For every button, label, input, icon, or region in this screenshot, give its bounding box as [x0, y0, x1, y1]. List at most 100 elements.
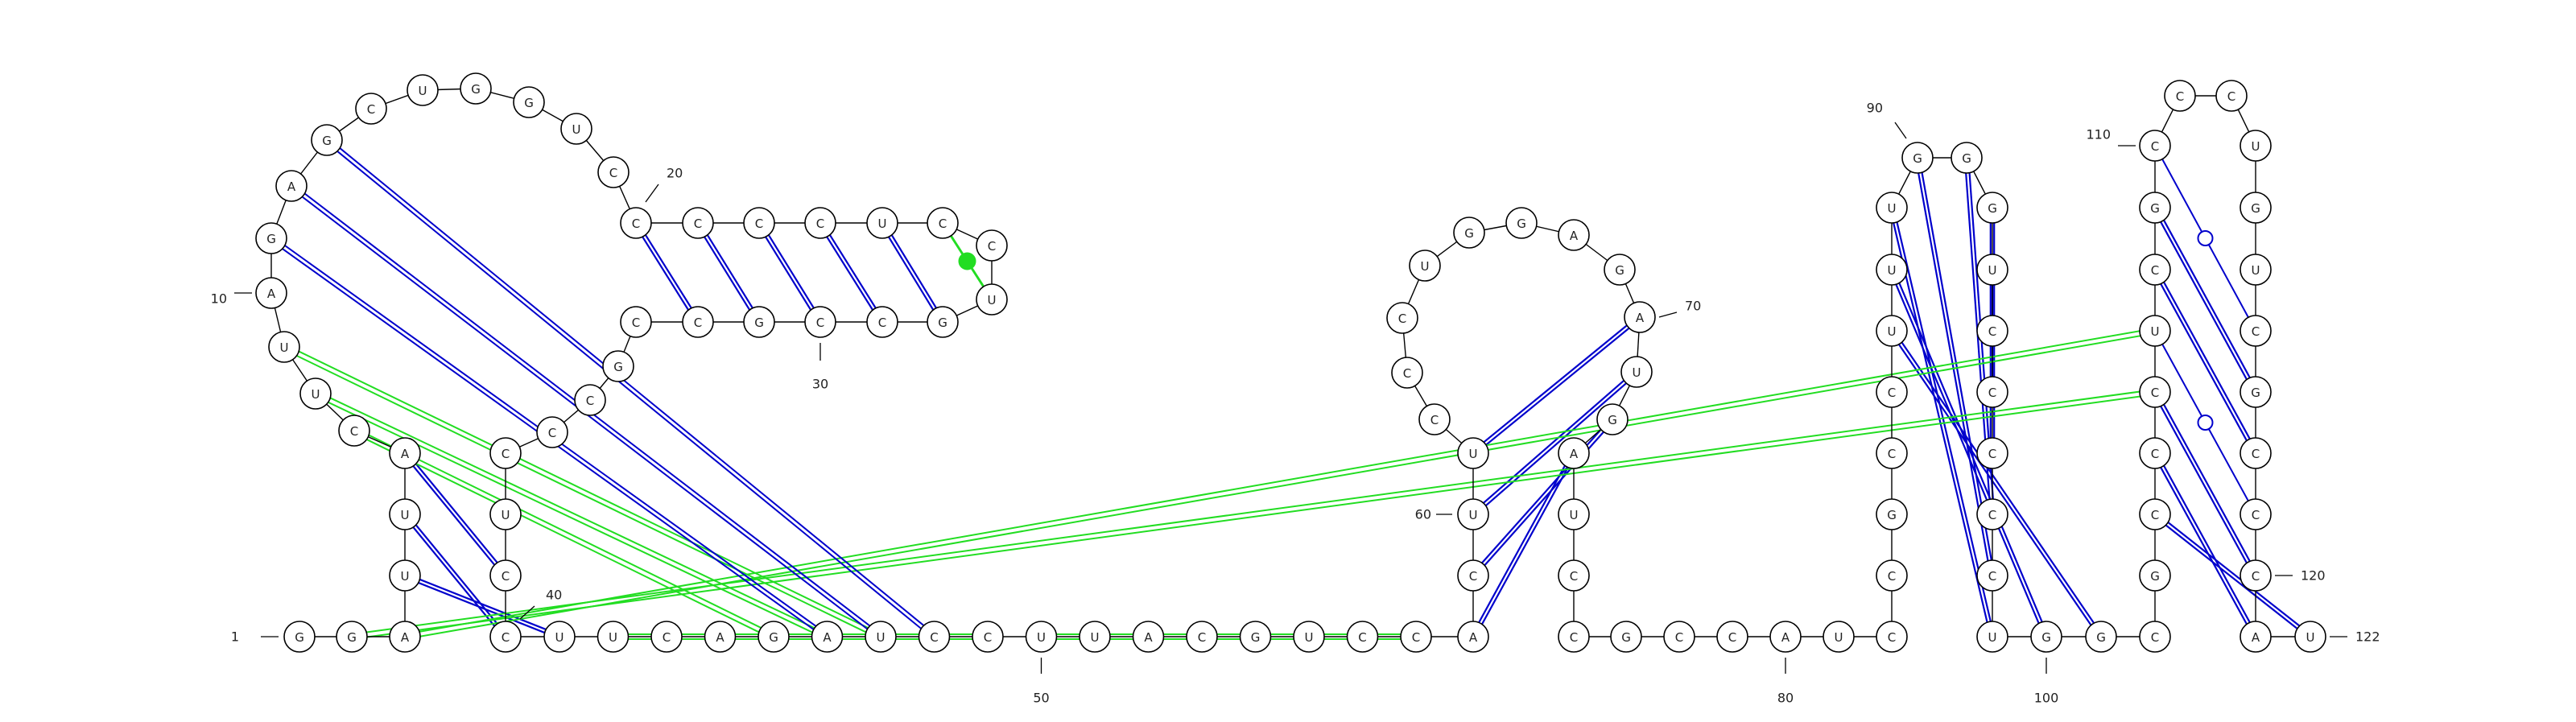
nucleotide-letter: C [984, 630, 992, 645]
nucleotide-letter: G [322, 134, 332, 148]
nucleotide-letter: C [694, 217, 702, 231]
nucleotide-8: U [299, 378, 332, 410]
nucleotide-circle [682, 306, 714, 338]
nucleotide-4: U [389, 559, 421, 592]
nucleotide-letter: C [1888, 630, 1896, 645]
nucleotide-110: C [2139, 130, 2171, 162]
nucleotide-circle [927, 306, 959, 338]
nucleotide-circle [1400, 621, 1432, 653]
nucleotide-circle [2139, 130, 2171, 162]
nucleotide-circle [2085, 621, 2117, 653]
nucleotide-circle [1457, 559, 1489, 592]
base-pair [1892, 329, 2103, 637]
nucleotide-circle [2139, 254, 2171, 286]
nucleotide-101: G [2085, 621, 2117, 653]
position-label-40: 40 [519, 588, 562, 620]
nucleotide-41: U [543, 621, 576, 653]
nucleotide-circle [255, 277, 287, 309]
base-pair [757, 223, 820, 324]
nucleotide-22: C [743, 207, 775, 239]
nucleotide-circle [336, 621, 368, 653]
nucleotide-letter: C [694, 316, 702, 330]
nucleotide-letter: C [1888, 386, 1896, 400]
nucleotide-76: C [1558, 621, 1590, 653]
nucleotide-letter: G [1887, 508, 1897, 522]
nucleotide-letter: A [716, 630, 724, 645]
nucleotide-letter: U [1988, 263, 1997, 278]
nucleotide-circle [2139, 498, 2171, 530]
nucleotide-circle [1876, 376, 1908, 408]
nucleotide-25: C [927, 207, 959, 239]
nucleotide-letter: G [524, 96, 534, 110]
nucleotide-circle [704, 621, 737, 653]
position-number: 50 [1033, 691, 1049, 706]
nucleotide-letter: C [1570, 630, 1578, 645]
nucleotide-111: C [2164, 80, 2196, 112]
base-pair [1473, 419, 1615, 578]
nucleotide-letter: C [2151, 447, 2159, 461]
tertiary-pair [324, 141, 934, 639]
nucleotide-93: U [1976, 254, 2008, 286]
position-number: 1 [231, 629, 239, 645]
nucleotide-70: A [1624, 301, 1656, 333]
pseudoknot-pair [354, 427, 775, 636]
nucleotide-21: C [682, 207, 714, 239]
nucleotide-9: U [268, 331, 300, 363]
nucleotide-circle [560, 113, 592, 145]
nucleotide-letter: U [609, 630, 617, 645]
nucleotide-circle [804, 207, 836, 239]
nucleotide-44: A [704, 621, 737, 653]
nucleotide-56: C [1346, 621, 1379, 653]
nucleotide-letter: U [2306, 630, 2315, 645]
nucleotide-55: U [1293, 621, 1325, 653]
base-pair [698, 221, 762, 322]
nucleotide-circle [650, 621, 683, 653]
nucleotide-35: C [574, 384, 606, 416]
nucleotide-letter: U [1037, 630, 1046, 645]
base-pair [818, 223, 882, 324]
nucleotide-letter: C [1398, 311, 1406, 326]
nucleotide-letter: U [988, 293, 997, 307]
nucleotide-letter: G [471, 82, 481, 97]
nucleotide-121: A [2240, 621, 2272, 653]
nucleotide-45: G [758, 621, 790, 653]
position-number: 70 [1685, 299, 1701, 314]
nucleotide-circle [1025, 621, 1058, 653]
nucleotide-letter: C [1888, 447, 1896, 461]
pseudoknot-pair [353, 431, 774, 640]
nucleotide-letter: G [266, 232, 276, 246]
position-number: 80 [1777, 691, 1794, 706]
nucleotide-34: G [602, 350, 634, 382]
position-label-100: 100 [2034, 658, 2058, 706]
nucleotide-circle [1558, 219, 1590, 251]
nucleotide-circle [1293, 621, 1325, 653]
nucleotide-letter: U [502, 508, 510, 522]
nucleotide-112: C [2215, 80, 2248, 112]
nucleotide-circle [255, 222, 287, 254]
position-label-50: 50 [1033, 658, 1050, 706]
nucleotide-letter: G [1913, 151, 1922, 166]
noncanonical-pair-marker [958, 252, 976, 270]
nucleotide-104: C [2139, 498, 2171, 530]
nucleotide-50: U [1025, 621, 1058, 653]
nucleotide-letter: G [613, 360, 623, 374]
nucleotide-43: C [650, 621, 683, 653]
nucleotide-circle [1976, 315, 2008, 347]
nucleotide-letter: G [2150, 569, 2160, 584]
nucleotide-circle [2240, 315, 2272, 347]
nucleotide-letter: C [367, 102, 375, 117]
nucleotide-letter: C [1988, 569, 1996, 584]
nucleotide-circle [1239, 621, 1272, 653]
nucleotide-letter: U [401, 569, 410, 584]
nucleotide-circle [804, 306, 836, 338]
nucleotide-94: C [1976, 315, 2008, 347]
position-number: 110 [2086, 127, 2111, 142]
nucleotide-letter: C [755, 217, 763, 231]
position-label-60: 60 [1415, 507, 1452, 522]
nucleotide-circle [299, 378, 332, 410]
nucleotide-letter: C [1412, 630, 1420, 645]
nucleotide-circle [489, 621, 522, 653]
nucleotide-48: C [918, 621, 951, 653]
nucleotide-letter: U [1633, 365, 1641, 380]
nucleotide-91: G [1951, 142, 1983, 174]
